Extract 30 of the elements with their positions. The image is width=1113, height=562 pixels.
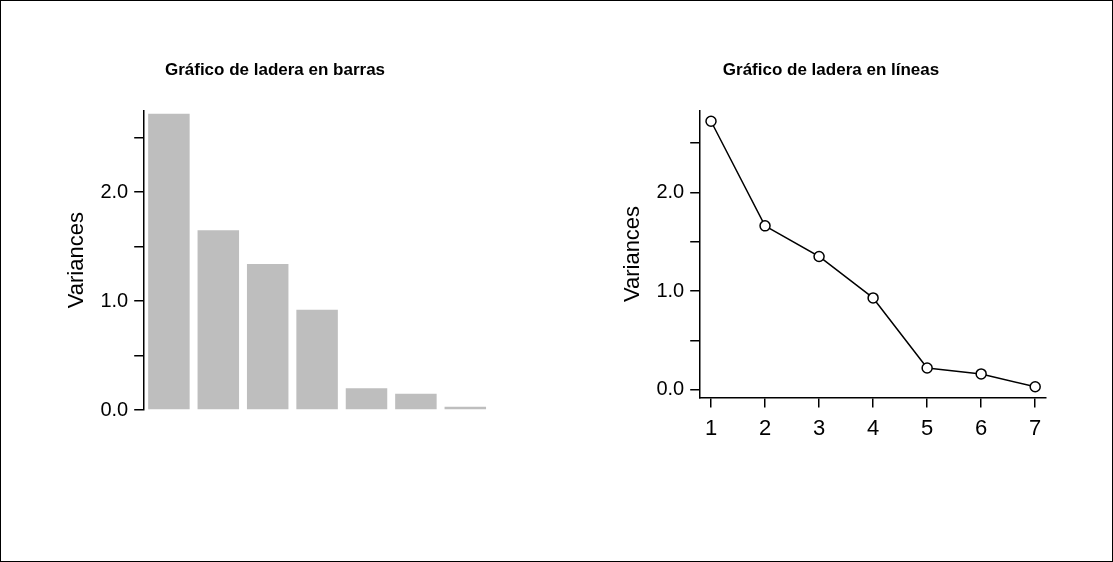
- y-tick-label: 1.0: [656, 278, 685, 301]
- point: [813, 250, 825, 263]
- x-tick-label: 6: [975, 414, 988, 440]
- point: [705, 115, 717, 128]
- bar: [395, 393, 437, 410]
- x-tick-label: 5: [921, 414, 934, 440]
- point: [759, 220, 771, 232]
- chart-title: Gráfico de ladera en barras: [164, 59, 386, 79]
- bar: [296, 309, 338, 410]
- bar: [345, 388, 388, 410]
- bar: [197, 230, 240, 410]
- point: [867, 292, 879, 304]
- point: [1029, 380, 1041, 393]
- y-axis-title: Variances: [619, 205, 645, 303]
- y-tick-label: 2.0: [656, 179, 685, 202]
- x-tick-label: 3: [812, 414, 826, 440]
- point: [975, 368, 987, 380]
- x-tick-label: 1: [704, 414, 718, 440]
- point: [921, 362, 933, 374]
- x-tick-label: 4: [866, 414, 880, 440]
- x-tick-label: 7: [1029, 414, 1042, 440]
- y-axis-title: Variances: [63, 212, 89, 309]
- x-tick-label: 2: [758, 414, 772, 440]
- y-tick-label: 0.0: [100, 397, 129, 420]
- y-tick-label: 2.0: [100, 179, 129, 202]
- y-tick-label: 1.0: [100, 288, 129, 311]
- y-tick-label: 0.0: [656, 377, 685, 400]
- chart-title: Gráfico de ladera en líneas: [722, 59, 940, 79]
- bar: [246, 264, 289, 410]
- bar: [148, 113, 190, 410]
